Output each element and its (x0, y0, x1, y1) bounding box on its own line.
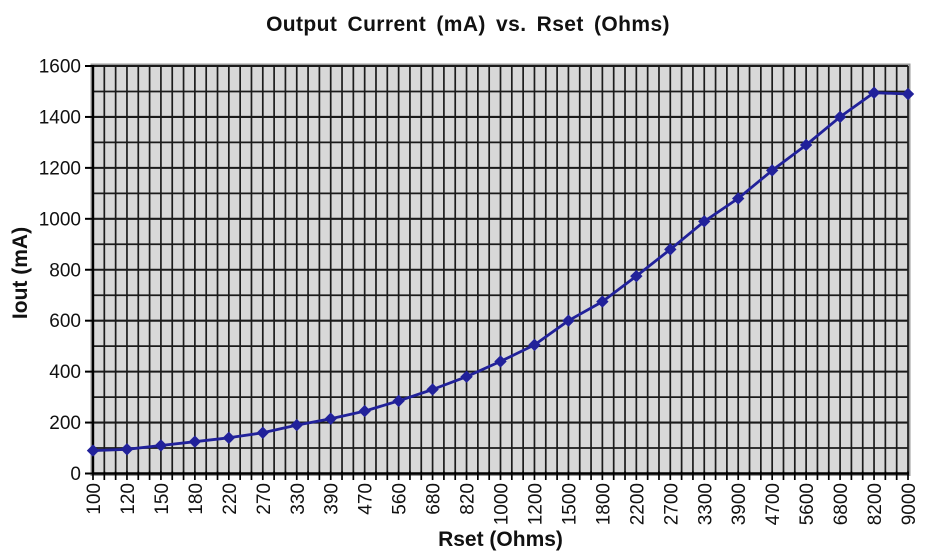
data-point-marker (256, 426, 269, 439)
x-tick-label: 2700 (661, 483, 682, 525)
data-point-marker (562, 314, 575, 327)
x-tick-label: 1200 (525, 483, 546, 525)
data-point-marker (732, 192, 745, 205)
x-tick-label: 3300 (695, 483, 716, 525)
x-tick-label: 5600 (797, 483, 818, 525)
x-tick-label: 470 (356, 483, 377, 515)
x-tick-label: 330 (288, 483, 309, 515)
data-point-marker (833, 110, 847, 124)
data-point-marker (426, 383, 439, 396)
x-tick-label: 680 (424, 483, 445, 515)
data-point-marker (324, 412, 337, 425)
x-tick-label: 3900 (729, 483, 750, 525)
x-tick-label: 390 (322, 483, 343, 515)
data-point-marker (222, 431, 236, 445)
x-tick-label: 100 (84, 483, 105, 515)
data-point-marker (460, 370, 473, 383)
data-point-marker (290, 418, 303, 432)
x-axis-title: Rset (Ohms) (438, 528, 563, 551)
x-tick-label: 9000 (899, 483, 920, 525)
chart-title: Output Current (mA) vs. Rset (Ohms) (266, 13, 670, 36)
data-point-marker (799, 138, 813, 152)
y-tick-label: 1400 (39, 107, 81, 128)
data-point-marker (188, 435, 202, 448)
y-tick-label: 800 (49, 260, 81, 281)
data-point-marker (392, 394, 405, 408)
data-point-marker (154, 439, 168, 452)
data-point-marker (358, 404, 371, 418)
data-point-marker (596, 295, 609, 308)
data-point-marker (630, 269, 643, 283)
x-tick-label: 1500 (559, 483, 580, 525)
x-tick-label: 820 (458, 483, 479, 515)
x-tick-label: 180 (186, 483, 207, 515)
data-point-marker (86, 444, 100, 457)
data-point-marker (867, 86, 881, 99)
x-tick-label: 560 (390, 483, 411, 515)
x-tick-label: 2200 (627, 483, 648, 525)
data-point-marker (494, 355, 507, 368)
y-tick-label: 1200 (39, 158, 81, 179)
x-tick-label: 150 (152, 483, 173, 515)
y-tick-label: 200 (49, 413, 81, 434)
x-tick-label: 8200 (865, 483, 886, 525)
x-tick-label: 4700 (763, 483, 784, 525)
data-point-marker (664, 243, 677, 256)
y-tick-label: 600 (49, 311, 81, 332)
data-point-marker (765, 164, 779, 177)
y-tick-label: 400 (49, 362, 81, 383)
y-tick-label: 0 (70, 464, 81, 485)
y-tick-label: 1000 (39, 209, 81, 230)
data-point-marker (120, 443, 134, 456)
y-tick-label: 1600 (39, 57, 81, 78)
x-tick-label: 270 (254, 483, 275, 515)
x-tick-label: 220 (220, 483, 241, 515)
x-tick-label: 1800 (593, 483, 614, 525)
data-point-marker (698, 215, 711, 228)
x-tick-label: 120 (118, 483, 139, 515)
x-tick-label: 1000 (492, 483, 513, 525)
x-tick-label: 6800 (831, 483, 852, 525)
data-point-marker (901, 87, 915, 101)
data-point-marker (528, 338, 541, 352)
